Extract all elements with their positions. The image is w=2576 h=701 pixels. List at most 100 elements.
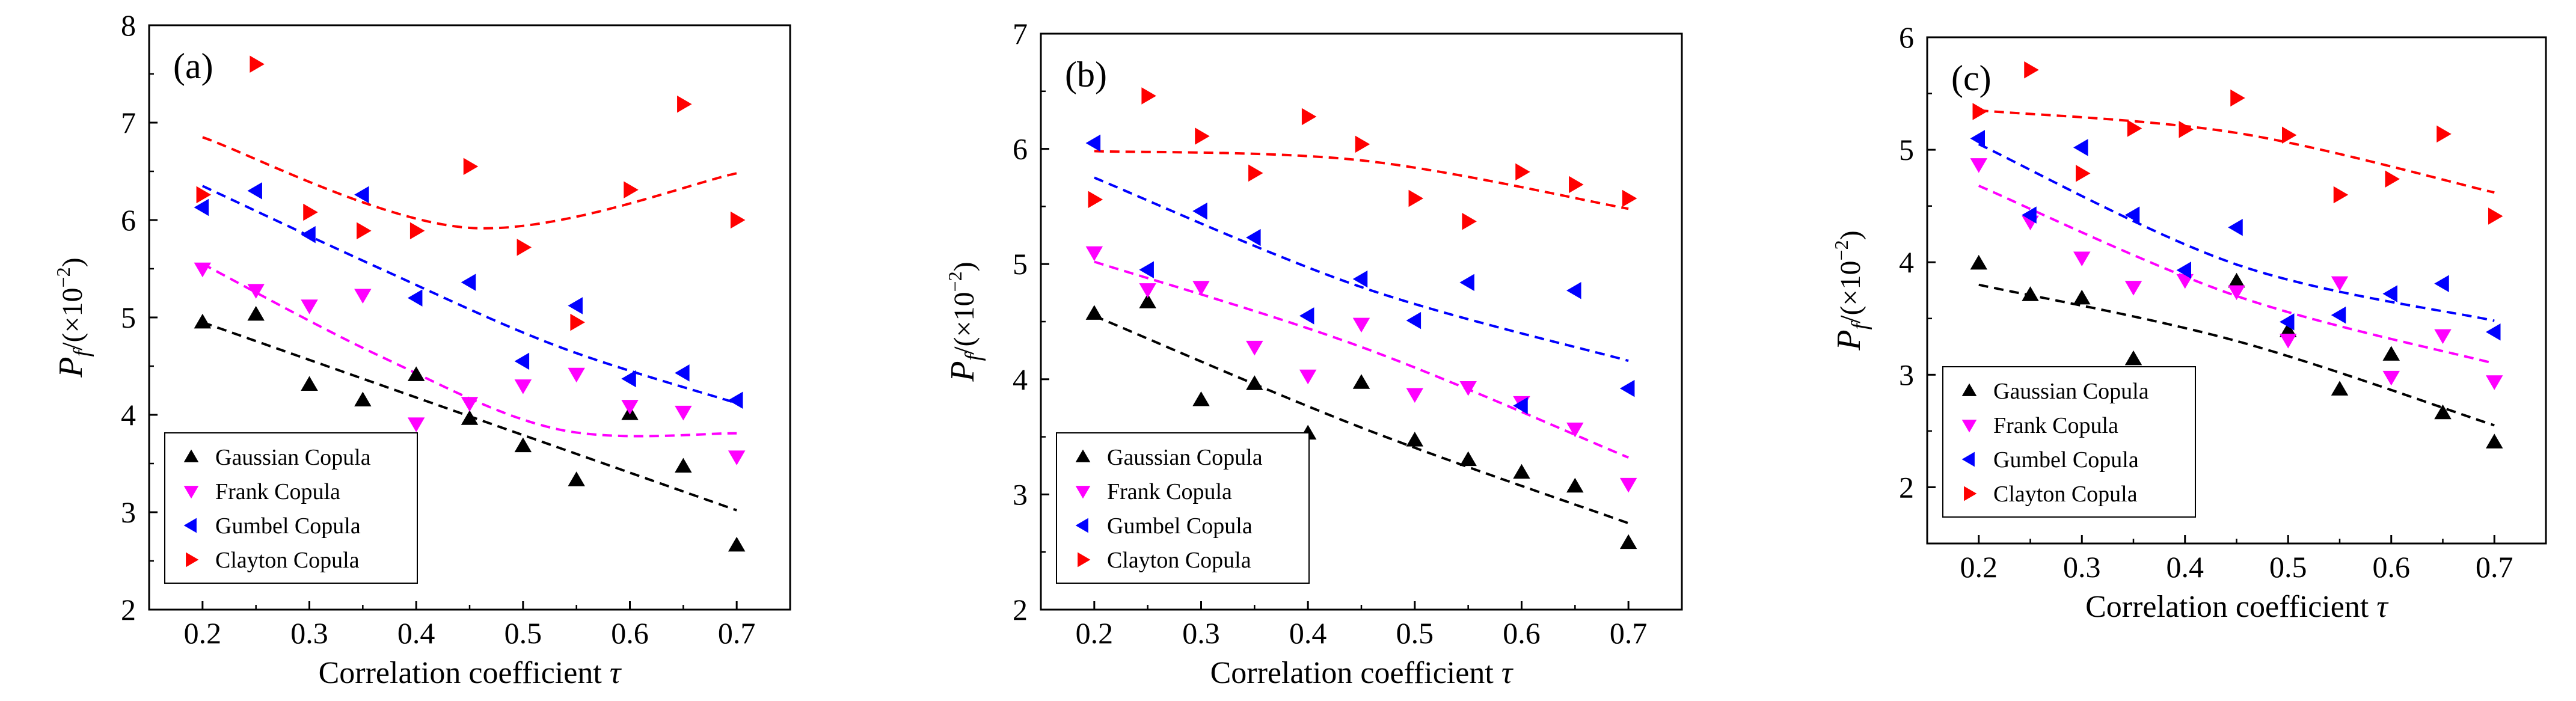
data-point-gaussian-copula: [2124, 350, 2142, 366]
legend: Gaussian Copula Frank Copula Gumbel Copula…: [1942, 366, 2196, 518]
data-point-clayton-copula: [1301, 108, 1317, 126]
y-axis-title-exponent: −2: [1830, 240, 1852, 260]
legend-marker: [1075, 449, 1091, 462]
data-point-clayton-copula: [1195, 127, 1210, 145]
data-point-gumbel-copula: [728, 391, 743, 409]
data-point-gumbel-copula: [1619, 379, 1635, 397]
legend-entry: Gumbel Copula: [183, 513, 361, 539]
y-axis-title-unit: /(×10: [1835, 260, 1866, 323]
data-point-clayton-copula: [2179, 121, 2194, 138]
data-point-gumbel-copula: [1352, 270, 1368, 288]
data-point-clayton-copula: [357, 222, 372, 240]
data-point-clayton-copula: [730, 211, 746, 229]
fit-curve-clayton-copula: [1978, 109, 2495, 194]
y-axis-title-symbol: P: [944, 361, 981, 382]
data-point-gaussian-copula: [1406, 432, 1424, 447]
data-point-gumbel-copula: [301, 226, 316, 243]
legend-label: Gumbel Copula: [1993, 447, 2139, 473]
data-point-clayton-copula: [250, 55, 265, 73]
data-point-gaussian-copula: [1566, 477, 1584, 493]
x-tick-label: 0.3: [2063, 550, 2101, 584]
data-point-clayton-copula: [570, 313, 585, 331]
x-axis-title-symbol: τ: [1501, 656, 1514, 690]
x-axis-title-text: Correlation coefficient: [319, 656, 610, 690]
y-tick-label: 5: [121, 301, 136, 334]
data-point-frank-copula: [2228, 285, 2245, 301]
legend-marker: [1961, 420, 1977, 433]
panel-label: (a): [173, 46, 213, 86]
y-axis-title: Pf/(×10−2): [52, 257, 94, 378]
legend-entry: Gaussian Copula: [1075, 445, 1263, 470]
data-point-gaussian-copula: [1192, 391, 1210, 406]
data-point-frank-copula: [568, 367, 585, 383]
data-point-clayton-copula: [1569, 176, 1584, 194]
data-point-frank-copula: [1246, 340, 1263, 356]
x-tick-label: 0.2: [1076, 616, 1114, 650]
legend-entry: Gumbel Copula: [1961, 447, 2139, 473]
data-point-clayton-copula: [1141, 87, 1156, 105]
data-point-gaussian-copula: [728, 536, 746, 552]
data-point-gaussian-copula: [2382, 346, 2400, 361]
data-point-gumbel-copula: [2176, 262, 2192, 279]
y-axis-title-unit-close: ): [57, 257, 88, 267]
data-point-gaussian-copula: [194, 313, 212, 329]
fit-curve-frank-copula: [1978, 185, 2495, 365]
data-point-gumbel-copula: [1970, 130, 1986, 147]
data-point-frank-copula: [301, 299, 318, 314]
data-point-frank-copula: [1459, 381, 1477, 396]
y-axis-title-unit-close: ): [1835, 230, 1866, 240]
legend-marker: [183, 486, 199, 499]
fit-curve-gaussian-copula: [1094, 314, 1629, 525]
legend-marker: [183, 449, 199, 462]
data-point-clayton-copula: [409, 222, 425, 240]
legend-label: Frank Copula: [1107, 479, 1232, 504]
data-point-gumbel-copula: [2280, 313, 2295, 331]
y-axis-title: Pf/(×10−2): [944, 262, 986, 382]
data-point-frank-copula: [1192, 281, 1210, 296]
data-point-clayton-copula: [2281, 126, 2297, 144]
x-tick-label: 0.3: [1182, 616, 1220, 650]
fit-curve-gaussian-copula: [1978, 283, 2495, 427]
data-point-gumbel-copula: [2124, 206, 2140, 224]
data-point-frank-copula: [1299, 369, 1317, 385]
legend-entry: Frank Copula: [1075, 479, 1232, 504]
x-tick-label: 0.6: [2373, 550, 2411, 584]
legend-entry: Gaussian Copula: [1961, 379, 2149, 404]
legend-entry: Clayton Copula: [1078, 548, 1251, 573]
x-tick-label: 0.3: [290, 616, 328, 650]
data-point-frank-copula: [1085, 246, 1103, 262]
data-point-gaussian-copula: [1085, 305, 1103, 320]
legend-label: Gumbel Copula: [1107, 513, 1253, 539]
data-point-clayton-copula: [1088, 191, 1103, 209]
data-point-gaussian-copula: [2228, 272, 2245, 288]
y-tick-label: 4: [1013, 363, 1028, 396]
data-point-clayton-copula: [2488, 207, 2503, 225]
x-tick-label: 0.5: [1396, 616, 1434, 650]
data-point-gumbel-copula: [2228, 218, 2243, 236]
data-point-frank-copula: [407, 417, 425, 432]
data-point-gumbel-copula: [194, 198, 209, 216]
data-point-clayton-copula: [2075, 165, 2091, 182]
panel-label: (c): [1951, 58, 1992, 98]
y-tick-label: 2: [1013, 593, 1028, 626]
x-tick-label: 0.7: [718, 616, 756, 650]
y-axis-title-exponent: −2: [944, 271, 966, 292]
data-point-frank-copula: [2486, 375, 2503, 390]
x-axis-title: Correlation coefficient τ: [1210, 656, 1514, 690]
x-tick-label: 0.2: [1960, 550, 1998, 584]
data-point-gumbel-copula: [354, 186, 369, 204]
x-tick-label: 0.4: [397, 616, 435, 650]
data-point-frank-copula: [461, 397, 479, 412]
data-point-gaussian-copula: [407, 366, 425, 381]
y-axis-title-symbol: P: [1830, 329, 1868, 350]
legend-label: Frank Copula: [1993, 413, 2118, 438]
data-point-frank-copula: [1352, 317, 1370, 333]
data-point-gaussian-copula: [1352, 374, 1370, 389]
y-axis-title-exponent: −2: [52, 267, 74, 287]
data-point-frank-copula: [247, 284, 265, 299]
x-tick-label: 0.7: [1610, 616, 1648, 650]
y-tick-label: 6: [1013, 132, 1028, 166]
legend-entry: Gumbel Copula: [1075, 513, 1253, 539]
data-point-clayton-copula: [463, 158, 479, 176]
y-axis-title-unit: /(×10: [948, 292, 980, 354]
